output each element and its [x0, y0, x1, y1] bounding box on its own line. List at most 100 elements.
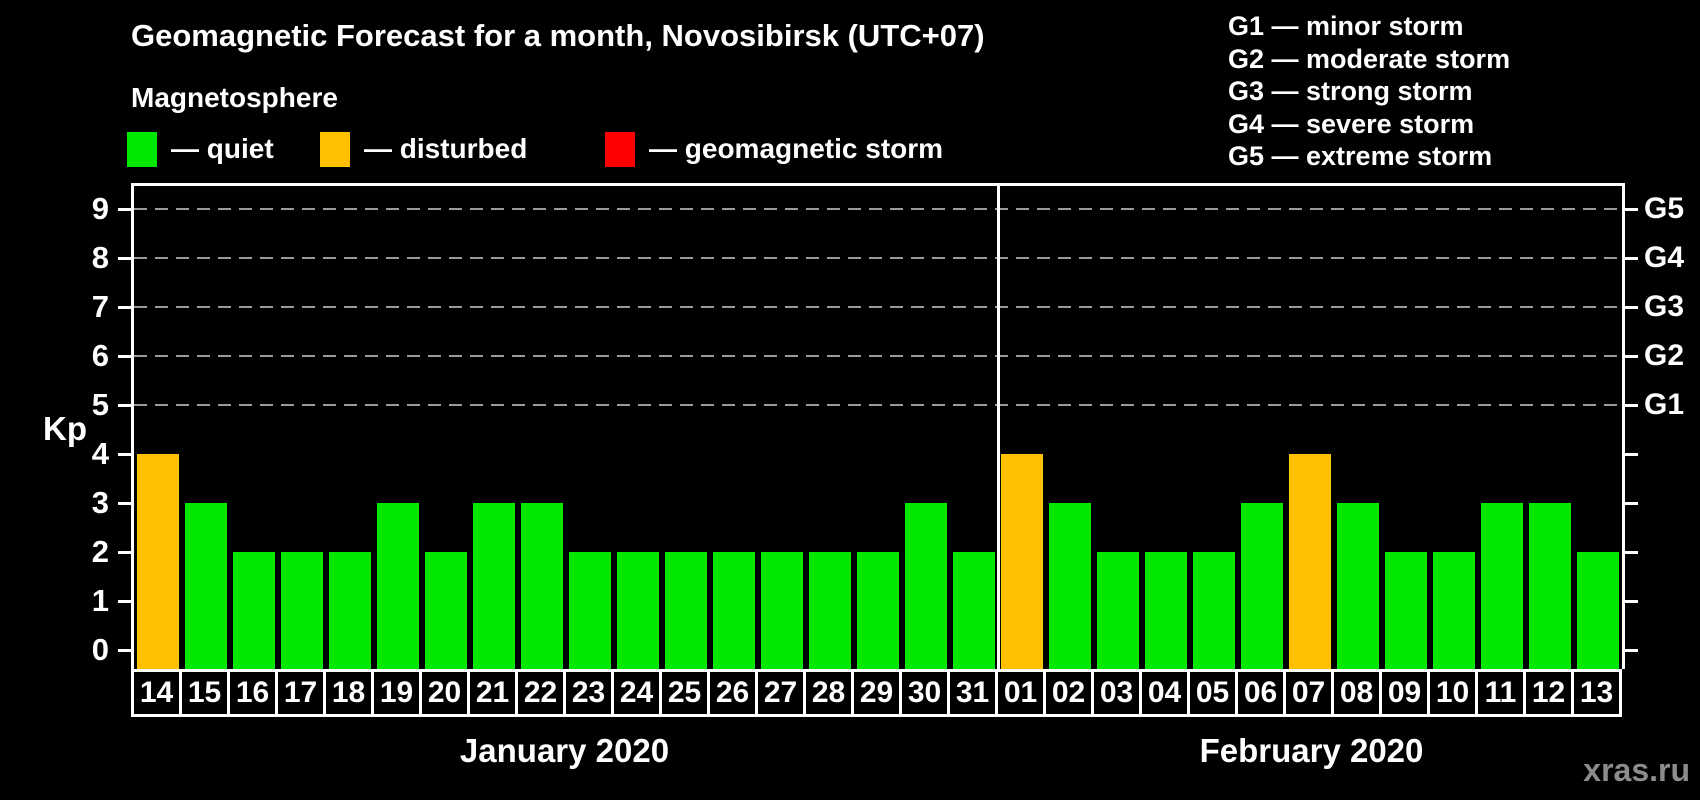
kp-axis-label-8: 8: [91, 240, 109, 275]
day-cell-label-january-26: 26: [715, 676, 750, 709]
kp-axis-tick-right: [1625, 501, 1638, 505]
g-scale-label-g4: G4: [1644, 241, 1685, 274]
kp-axis-tick-right: [1625, 403, 1638, 407]
kp-bar-february-08: [1337, 503, 1379, 669]
day-cell-border: [467, 669, 470, 717]
gridline-kp9: [134, 208, 1622, 210]
kp-axis-tick-left: [118, 599, 131, 603]
day-cell-border: [1043, 669, 1046, 717]
day-cell-border: [1571, 669, 1574, 717]
kp-axis-label-0: 0: [91, 632, 109, 667]
kp-bar-january-18: [329, 552, 371, 669]
legend-item-storm: — geomagnetic storm: [605, 130, 943, 168]
plot-area: 0 1 2 3 4 5 6 7 8 9 G1 G2 G3 G4 G5 Kp: [43, 183, 1684, 669]
kp-axis-tick-right: [1625, 207, 1638, 211]
storm-scale-item-g3: G3 — strong storm: [1228, 76, 1473, 106]
gridline-kp8: [134, 257, 1622, 259]
kp-bar-january-27: [761, 552, 803, 669]
kp-bar-january-26: [713, 552, 755, 669]
month-label-january: January 2020: [459, 732, 670, 769]
kp-axis-tick-left: [118, 354, 131, 358]
g-scale-label-g1: G1: [1644, 388, 1685, 421]
day-cell-border: [851, 669, 854, 717]
kp-axis-label-4: 4: [91, 436, 109, 471]
kp-bar-january-19: [377, 503, 419, 669]
kp-bar-january-23: [569, 552, 611, 669]
kp-axis-tick-right: [1625, 648, 1638, 652]
day-cell-border: [371, 669, 374, 717]
kp-bar-january-31: [953, 552, 995, 669]
g-scale-label-g2: G2: [1644, 339, 1685, 372]
kp-bar-february-12: [1529, 503, 1571, 669]
day-cell-label-february-07: 07: [1291, 676, 1326, 709]
kp-axis-tick-left: [118, 501, 131, 505]
kp-bar-february-04: [1145, 552, 1187, 669]
gridline-kp7: [134, 306, 1622, 308]
day-cell-label-january-19: 19: [379, 676, 414, 709]
day-cell-label-february-10: 10: [1435, 676, 1470, 709]
kp-bar-february-06: [1241, 503, 1283, 669]
kp-axis-label-2: 2: [91, 534, 109, 569]
day-cell-border: [323, 669, 326, 717]
kp-axis-label-1: 1: [91, 583, 109, 618]
kp-axis-label-5: 5: [91, 387, 109, 422]
kp-axis-label-9: 9: [91, 191, 109, 226]
day-cell-label-january-27: 27: [763, 676, 798, 709]
kp-bar-january-28: [809, 552, 851, 669]
day-cell-label-february-04: 04: [1147, 676, 1182, 709]
day-cell-border: [659, 669, 662, 717]
g-scale-label-g5: G5: [1644, 192, 1685, 225]
day-cell-border: [1619, 669, 1622, 717]
y-axis-title-kp: Kp: [43, 409, 87, 447]
kp-bar-february-13: [1577, 552, 1619, 669]
day-cell-border: [1139, 669, 1142, 717]
kp-axis-tick-right: [1625, 305, 1638, 309]
day-axis: 14 15 16 17 18 19 20 21 22 23 24 25 26 27 28 29 30 31 01 02…: [131, 669, 1622, 717]
day-cell-label-february-02: 02: [1051, 676, 1086, 709]
kp-bar-february-05: [1193, 552, 1235, 669]
day-cell-label-january-25: 25: [667, 676, 702, 709]
kp-bar-january-29: [857, 552, 899, 669]
day-cell-border: [1235, 669, 1238, 717]
day-cell-label-january-23: 23: [571, 676, 606, 709]
day-cell-label-february-05: 05: [1195, 676, 1230, 709]
day-cell-label-february-03: 03: [1099, 676, 1134, 709]
gridline-kp6: [134, 355, 1622, 357]
kp-bar-february-01: [1001, 454, 1043, 669]
storm-swatch-icon: [605, 131, 635, 167]
day-axis-border-bottom: [131, 714, 1622, 717]
kp-bar-february-02: [1049, 503, 1091, 669]
storm-scale-item-g5: G5 — extreme storm: [1228, 141, 1493, 171]
day-cell-border: [131, 669, 134, 717]
kp-bar-january-20: [425, 552, 467, 669]
kp-axis-tick-left: [118, 305, 131, 309]
day-cell-border: [1523, 669, 1526, 717]
day-cell-label-january-29: 29: [859, 676, 894, 709]
kp-bar-january-22: [521, 503, 563, 669]
day-cell-border: [227, 669, 230, 717]
kp-axis-tick-right: [1625, 599, 1638, 603]
disturbed-swatch-icon: [320, 131, 350, 167]
day-cell-label-february-09: 09: [1387, 676, 1422, 709]
day-cell-label-february-01: 01: [1003, 676, 1038, 709]
day-cell-label-january-18: 18: [331, 676, 366, 709]
storm-scale-legend: G1 — minor storm G2 — moderate storm G3 — …: [1228, 10, 1510, 173]
watermark: xras.ru: [1583, 752, 1690, 788]
day-cell-border: [755, 669, 758, 717]
day-cell-label-february-06: 06: [1243, 676, 1278, 709]
kp-axis-tick-right: [1625, 256, 1638, 260]
g-scale-label-g3: G3: [1644, 290, 1685, 323]
magnetosphere-label: Magnetosphere: [131, 82, 338, 113]
day-cell-label-february-11: 11: [1484, 676, 1517, 709]
day-axis-border-top: [131, 669, 1622, 672]
kp-axis-label-7: 7: [91, 289, 109, 324]
day-cell-border: [1427, 669, 1430, 717]
day-cell-label-january-24: 24: [619, 676, 654, 709]
quiet-swatch-icon: [127, 131, 157, 167]
day-cell-border: [611, 669, 614, 717]
day-cell-border: [1331, 669, 1334, 717]
storm-scale-item-g2: G2 — moderate storm: [1228, 43, 1511, 74]
kp-axis-tick-left: [118, 550, 131, 554]
day-cell-label-january-17: 17: [283, 676, 318, 709]
day-cell-label-january-31: 31: [955, 676, 990, 709]
